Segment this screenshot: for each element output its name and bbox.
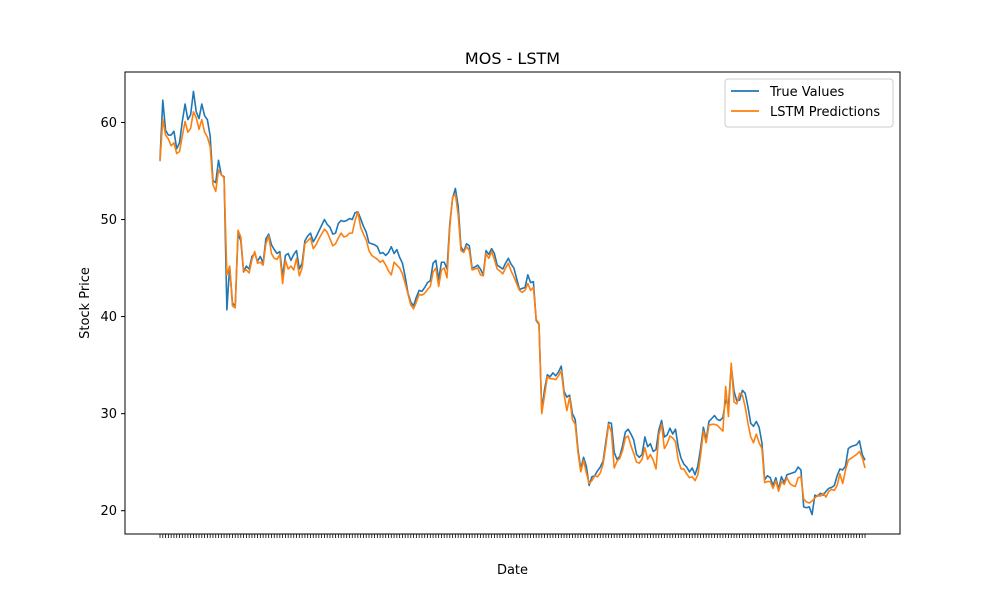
x-axis-label: Date [497,563,528,578]
legend-box [724,78,894,128]
series-layer [159,90,866,516]
y-axis-label: Stock Price [78,267,93,339]
x-axis [159,534,866,538]
series-line-true-values [159,90,866,516]
y-tick-label: 20 [100,504,117,519]
y-tick-label: 60 [100,116,117,131]
plot-frame [124,71,901,535]
legend-label-lstm-predictions: LSTM Predictions [770,105,880,120]
y-axis: 20 30 40 50 60 [100,116,125,519]
y-tick-label: 50 [100,213,117,228]
y-tick-label: 30 [100,407,117,422]
plot-area [125,72,900,534]
series-line-lstm-predictions [159,110,866,504]
legend: True Values LSTM Predictions [724,78,894,128]
legend-label-true-values: True Values [769,85,844,100]
y-tick-label: 40 [100,310,117,325]
chart-title: MOS - LSTM [465,49,560,68]
